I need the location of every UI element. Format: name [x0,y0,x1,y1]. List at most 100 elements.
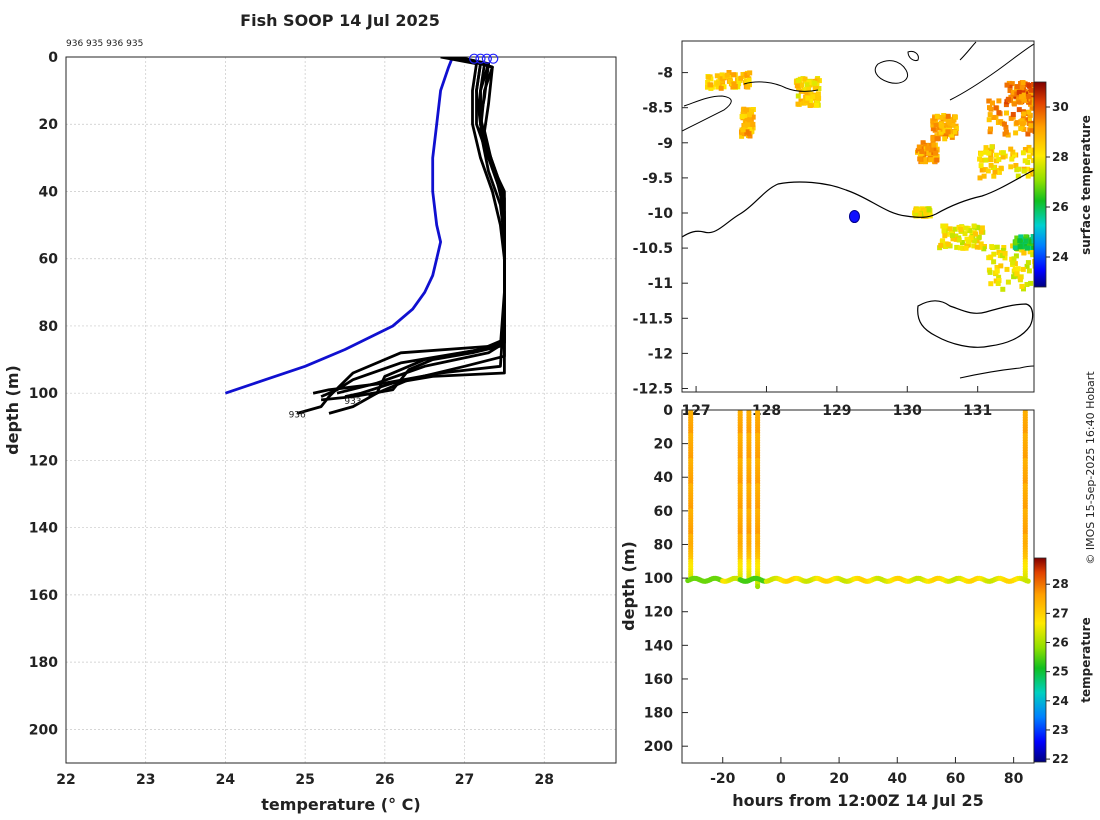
sst-cell [938,242,944,248]
profile-y-tick-label: 0 [48,50,58,66]
map-y-tick-label: -10.5 [633,241,673,257]
sst-cell [934,154,940,160]
temperature-colorbar-tick-label: 22 [1052,752,1069,766]
temperature-colorbar-ticks: 22 23 24 25 26 27 28 [1046,577,1069,766]
sst-cell [946,123,952,129]
sst-cell [987,112,993,118]
sst-cell [1029,87,1034,93]
sst-cell [990,100,995,106]
sst-cell [1032,259,1034,264]
section-ticks: -20 0 20 40 60 80 0 20 40 60 80 100 120 140 160 180 200 [644,403,1024,787]
sst-cell [816,95,822,101]
sst-cell [923,213,929,219]
sst-cell [988,126,993,132]
sst-cell [1002,250,1008,256]
sst-cell [795,77,801,83]
sst-cell [919,149,925,154]
sst-cell [1010,149,1016,155]
sst-cell [1031,158,1034,164]
sst-cell [1014,271,1020,277]
map-y-tick-label: -10 [648,206,674,222]
section-series [685,410,1031,590]
map-ship-position [848,210,860,223]
map-x-tick-label: 130 [893,403,922,419]
surface-marker [469,53,480,64]
sst-cell [1017,244,1023,250]
sst-cell [804,82,810,88]
section-x-tick-label: -20 [710,771,736,787]
sst-cell [724,72,730,78]
sst-cell [804,98,810,104]
map-coastlines [682,41,1034,379]
sst-cell [998,263,1004,269]
sst-cell [945,113,951,119]
sst-cell [1022,147,1028,152]
sst-cell [1020,115,1026,121]
sst-cell [926,207,932,213]
sst-cell [930,118,936,124]
sst-cell [706,74,712,80]
sst-cell [1029,105,1034,111]
section-x-label: hours from 12:00Z 14 Jul 25 [732,791,983,810]
sst-cell [998,119,1004,125]
sst-cell [1031,147,1034,153]
sst-cell [993,105,999,111]
sst-cell [1026,116,1032,122]
sst-cell [1008,115,1014,121]
sst-cell [945,241,951,247]
profile-y-tick-label: 20 [39,117,59,133]
sst-cell [745,121,750,127]
sst-cell [1010,112,1016,117]
sst-cell [1029,127,1034,133]
sst-cell [977,175,983,181]
profile-y-label: depth (m) [3,365,22,455]
sst-cell [925,145,931,151]
sst-cell [1016,95,1022,101]
bottom-station-label: 933 [344,397,361,407]
sst-cell [1019,85,1025,91]
sst-cell [810,94,816,100]
sst-cell [738,75,744,81]
sst-cell [742,114,748,120]
sst-cell [931,147,937,153]
sst-cell [749,109,755,115]
surface-marker [475,53,486,64]
sst-cell [992,169,998,175]
sst-cell [996,110,1002,116]
sst-cell [985,168,991,174]
sst-cell [728,79,733,84]
sst-cell [1023,238,1029,244]
sst-cell [740,107,746,113]
sst-cell [914,207,920,213]
sst-cell [1001,245,1007,250]
sst-cell [983,145,989,151]
sst-cell [916,211,922,217]
sst-cell [999,253,1005,259]
sst-cell [740,127,746,133]
profile-x-tick-label: 23 [136,772,155,788]
map-x-tick-label: 131 [963,403,992,419]
sst-cell [991,173,997,179]
sst-cell [936,125,942,131]
sst-cell [721,84,727,90]
sst-cell [731,72,737,78]
sst-cell [916,144,922,150]
profile-y-tick-label: 140 [29,521,58,537]
sst-cell [933,150,938,156]
sst-cell [744,78,749,84]
sst-cell [1024,282,1030,287]
sst-cell [708,82,714,88]
temperature-colorbar-tick-label: 24 [1052,694,1069,708]
sst-cell [988,162,994,168]
surface-colorbar-tick-label: 28 [1052,150,1069,164]
sst-cell [1013,253,1019,259]
sst-cell [1031,244,1034,250]
sst-cell [963,245,969,251]
section-y-tick-label: 120 [644,605,673,621]
sst-cell [949,229,954,235]
sst-cell [953,126,959,131]
sst-cell [973,231,978,237]
sst-cell [1015,173,1021,179]
sst-cell [1017,238,1023,244]
sst-cell [1031,82,1034,87]
